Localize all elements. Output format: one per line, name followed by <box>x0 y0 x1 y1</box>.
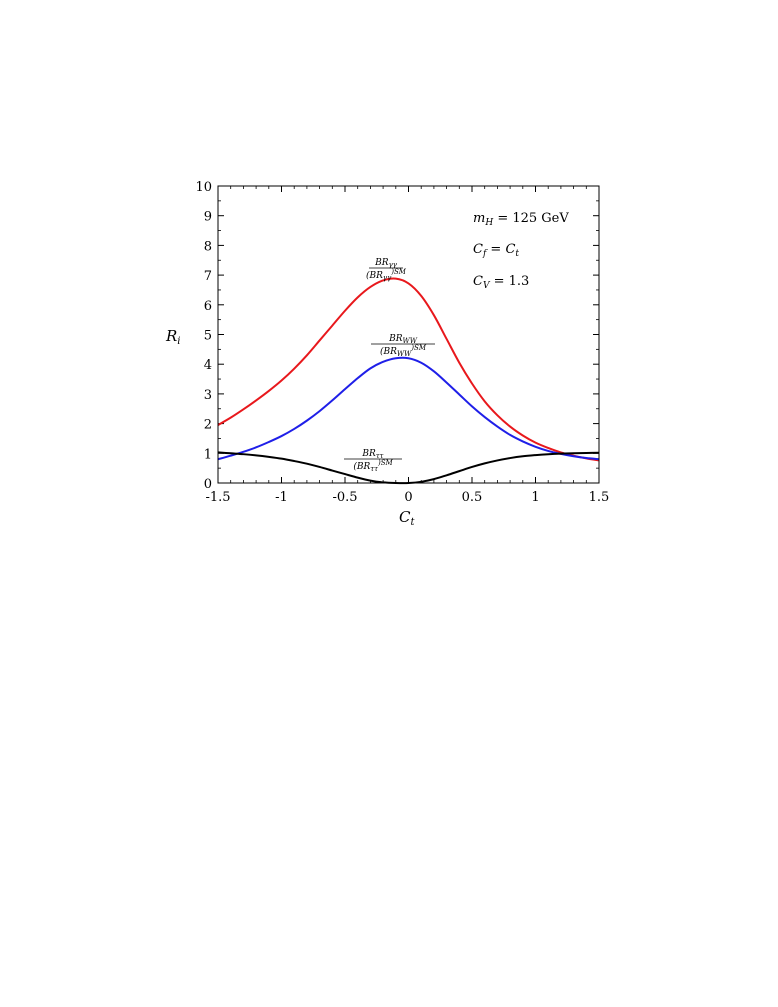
y-tick-label: 1 <box>204 447 212 462</box>
x-tick-label: 0.5 <box>462 490 483 505</box>
x-tick-label: -1.5 <box>205 490 230 505</box>
y-axis-label: Ri <box>165 327 181 347</box>
series-layer <box>217 277 600 485</box>
x-tick-label: -1 <box>275 490 288 505</box>
x-axis-label: Ct <box>399 508 415 528</box>
y-tick-label: 5 <box>204 329 212 344</box>
y-tick-label: 9 <box>204 210 212 225</box>
svg-text:BRττ: BRττ <box>361 449 383 460</box>
svg-text:(BRττ)SM: (BRττ)SM <box>353 459 393 473</box>
y-tick-label: 6 <box>204 299 212 314</box>
svg-text:BRγγ: BRγγ <box>374 258 398 269</box>
annotation-mass: mH = 125 GeV <box>473 211 569 228</box>
x-tick-label: 1 <box>531 490 539 505</box>
label-tau-tau: BRττ (BRττ)SM <box>344 449 402 473</box>
svg-text:BRWW: BRWW <box>388 334 418 345</box>
x-tick-label: 1.5 <box>589 490 610 505</box>
x-tick-label: -0.5 <box>332 490 357 505</box>
y-tick-label: 3 <box>204 388 212 403</box>
y-tick-label: 7 <box>204 269 212 284</box>
svg-text:(BRγγ)SM: (BRγγ)SM <box>366 268 407 282</box>
plot-frame <box>217 185 600 484</box>
y-tick-label: 0 <box>204 477 212 492</box>
y-tick-label: 2 <box>204 418 212 433</box>
svg-text:(BRWW)SM: (BRWW)SM <box>380 344 427 358</box>
annotation-cf: Cf = Ct <box>473 242 519 259</box>
annotation-cv: CV = 1.3 <box>473 274 529 291</box>
y-tick-label: 10 <box>195 180 212 195</box>
x-tick-label: 0 <box>404 490 412 505</box>
y-tick-label: 8 <box>204 239 212 254</box>
series-ww-line <box>217 356 600 461</box>
y-tick-label: 4 <box>204 358 212 373</box>
series-gamma-gamma-line <box>217 277 600 462</box>
label-gamma-gamma: BRγγ (BRγγ)SM <box>366 258 407 282</box>
label-ww: BRWW (BRWW)SM <box>371 334 435 358</box>
